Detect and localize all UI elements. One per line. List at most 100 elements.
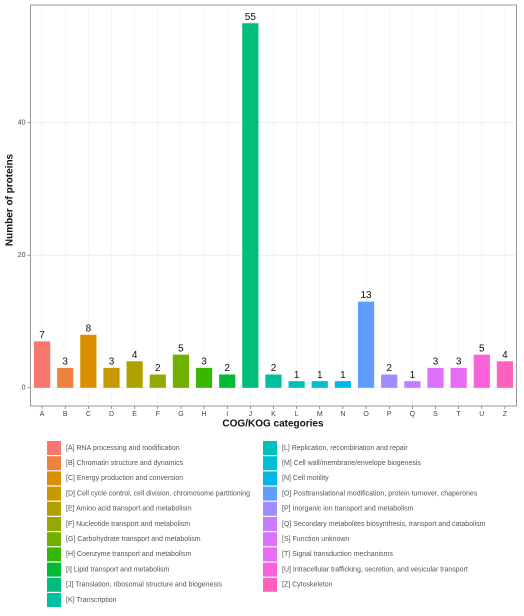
data-label: 1 xyxy=(317,370,323,381)
data-label: 13 xyxy=(361,290,373,301)
y-axis-title: Number of proteins xyxy=(5,153,16,246)
data-label: 5 xyxy=(479,343,485,354)
legend-swatch xyxy=(263,517,277,531)
bar xyxy=(126,361,143,388)
legend-swatch xyxy=(263,501,277,516)
x-tick-label: F xyxy=(156,411,160,418)
x-tick-label: B xyxy=(63,411,68,418)
legend-swatch xyxy=(47,501,61,516)
legend-swatch xyxy=(47,486,61,501)
legend-swatch xyxy=(263,547,277,562)
data-label: 4 xyxy=(132,350,138,361)
legend-swatch xyxy=(47,562,61,577)
bar xyxy=(450,367,467,388)
legend-label: [H] Coenzyme transport and metabolism xyxy=(66,551,191,558)
bar xyxy=(473,354,490,388)
y-tick-label: 20 xyxy=(18,252,26,259)
x-tick-label: O xyxy=(363,411,369,418)
x-tick-label: M xyxy=(317,411,323,418)
bar xyxy=(219,374,236,388)
legend-swatch xyxy=(47,517,61,531)
legend-label: [B] Chromatin structure and dynamics xyxy=(66,460,184,467)
legend-label: [M] Cell wall/membrane/envelope biogenes… xyxy=(282,460,421,467)
bar xyxy=(149,374,166,388)
x-tick-label: J xyxy=(249,411,253,418)
legend-label: [N] Cell motility xyxy=(282,475,329,482)
data-label: 3 xyxy=(109,357,115,368)
data-label: 2 xyxy=(271,363,277,374)
x-tick-label: Q xyxy=(410,411,416,418)
legend-label: [K] Transcription xyxy=(66,597,117,604)
bar xyxy=(57,367,74,388)
legend-swatch xyxy=(263,471,277,486)
bar xyxy=(242,23,259,388)
x-tick-label: Z xyxy=(503,411,508,418)
x-tick-label: D xyxy=(109,411,114,418)
bar xyxy=(496,361,514,388)
legend-label: [U] Intracellular trafficking, secretion… xyxy=(282,566,468,573)
y-tick-label: 40 xyxy=(18,119,26,126)
legend-label: [Q] Secondary metabolites biosynthesis, … xyxy=(282,521,486,528)
x-tick-label: U xyxy=(479,411,484,418)
legend-label: [C] Energy production and conversion xyxy=(66,475,183,482)
data-label: 3 xyxy=(201,357,207,368)
bar xyxy=(265,374,282,388)
legend-label: [J] Translation, ribosomal structure and… xyxy=(66,582,223,589)
data-label: 55 xyxy=(245,12,257,23)
x-tick-label: N xyxy=(340,411,345,418)
legend-swatch xyxy=(263,441,277,455)
data-label: 3 xyxy=(433,357,439,368)
legend-swatch xyxy=(47,577,61,592)
x-tick-label: K xyxy=(271,411,276,418)
legend-swatch xyxy=(263,577,277,592)
y-tick-label: 0 xyxy=(22,385,26,392)
legend-swatch xyxy=(263,562,277,577)
bar xyxy=(288,381,305,388)
legend-label: [I] Lipid transport and metabolism xyxy=(66,566,170,573)
bar xyxy=(381,374,398,388)
data-label: 2 xyxy=(224,363,230,374)
x-tick-label: C xyxy=(86,411,91,418)
legend-label: [Z] Cytoskeleton xyxy=(282,582,333,589)
legend-label: [D] Cell cycle control, cell division, c… xyxy=(66,490,250,497)
legend-label: [G] Carbohydrate transport and metabolis… xyxy=(66,536,201,543)
legend-swatch xyxy=(47,456,61,471)
data-label: 2 xyxy=(386,363,392,374)
data-label: 3 xyxy=(62,357,68,368)
legend-label: [E] Amino acid transport and metabolism xyxy=(66,506,192,513)
data-label: 5 xyxy=(178,343,184,354)
data-label: 1 xyxy=(340,370,346,381)
data-label: 1 xyxy=(410,370,416,381)
legend-swatch xyxy=(47,441,61,455)
data-label: 7 xyxy=(39,330,45,341)
x-axis-title: COG/KOG categories xyxy=(222,419,324,430)
legend-label: [L] Replication, recombination and repai… xyxy=(282,445,408,452)
legend-swatch xyxy=(47,471,61,486)
bar xyxy=(427,367,444,388)
bar xyxy=(334,381,352,388)
x-tick-label: I xyxy=(226,411,228,418)
x-tick-label: G xyxy=(178,411,183,418)
bar xyxy=(103,367,120,388)
bar xyxy=(357,301,375,388)
bar xyxy=(33,341,51,388)
x-tick-label: H xyxy=(202,411,207,418)
bar xyxy=(80,334,97,388)
data-label: 3 xyxy=(456,357,462,368)
x-tick-label: L xyxy=(295,411,299,418)
data-label: 2 xyxy=(155,363,161,374)
legend-swatch xyxy=(263,486,277,501)
legend-label: [O] Posttranslational modification, prot… xyxy=(282,490,478,497)
x-tick-label: A xyxy=(40,411,45,418)
legend-label: [T] Signal transduction mechanisms xyxy=(282,551,393,558)
bar xyxy=(311,381,328,388)
data-label: 8 xyxy=(86,323,92,334)
legend-label: [S] Function unknown xyxy=(282,536,349,543)
x-tick-label: T xyxy=(457,411,462,418)
x-tick-label: P xyxy=(387,411,392,418)
x-tick-label: E xyxy=(132,411,137,418)
legend-swatch xyxy=(263,532,277,547)
x-tick-label: S xyxy=(433,411,438,418)
bar xyxy=(172,354,190,388)
